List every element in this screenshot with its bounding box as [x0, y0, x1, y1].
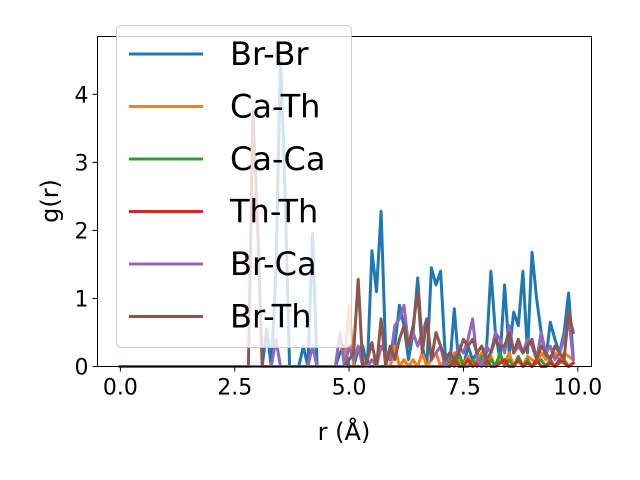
y-tick-label: 3	[75, 151, 89, 176]
y-tick-label: 2	[75, 219, 89, 244]
x-tick-label: 7.5	[446, 376, 481, 401]
legend-label-br-ca: Br-Ca	[230, 245, 317, 283]
x-tick-label: 0.0	[103, 376, 138, 401]
x-tick-label: 5.0	[332, 376, 367, 401]
y-tick-label: 1	[75, 287, 89, 312]
legend-label-ca-ca: Ca-Ca	[230, 140, 325, 178]
legend: Br-Br Ca-Th Ca-Ca Th-Th Br-Ca Br-Th	[116, 25, 352, 348]
legend-label-br-br: Br-Br	[230, 35, 309, 73]
x-tick-label: 2.5	[217, 376, 252, 401]
legend-items: Br-Br Ca-Th Ca-Ca Th-Th Br-Ca Br-Th	[129, 35, 325, 336]
x-tick-label: 10.0	[553, 376, 602, 401]
legend-label-br-th: Br-Th	[230, 298, 312, 336]
x-axis-label: r (Å)	[318, 417, 371, 446]
y-tick-label: 0	[75, 356, 89, 381]
y-tick-label: 4	[75, 83, 89, 108]
x-axis-ticks: 0.0 2.5 5.0 7.5 10.0	[103, 366, 602, 401]
y-axis-label: g(r)	[36, 179, 64, 223]
legend-label-ca-th: Ca-Th	[230, 88, 320, 126]
series-line-br-br	[118, 55, 575, 368]
legend-label-th-th: Th-Th	[229, 193, 318, 231]
y-axis-ticks: 0 1 2 3 4	[75, 83, 98, 381]
